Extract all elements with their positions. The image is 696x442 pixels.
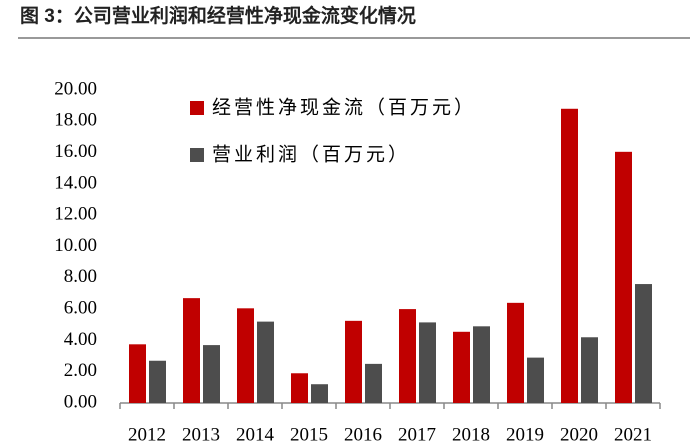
y-tick-label: 20.00 [54,78,97,99]
x-tick-label: 2020 [560,424,598,442]
bar [507,302,524,403]
bar [203,345,220,403]
bar [561,108,578,403]
bar [129,344,146,403]
bar [527,357,544,403]
x-tick-label: 2012 [128,424,166,442]
bar [183,298,200,403]
y-tick-label: 14.00 [54,172,97,193]
legend-label: 营业利润（百万元） [212,144,410,166]
y-tick-label: 0.00 [64,391,97,412]
bar [291,373,308,403]
x-tick-label: 2019 [506,424,544,442]
chart-title: 图 3：公司营业利润和经营性净现金流变化情况 [20,4,416,27]
y-tick-label: 2.00 [64,360,97,381]
bar [399,309,416,403]
legend-label: 经营性净现金流（百万元） [212,97,476,119]
bar [581,337,598,403]
bar [237,308,254,403]
y-tick-label: 4.00 [64,329,97,350]
x-tick-label: 2017 [398,424,436,442]
y-tick-label: 16.00 [54,141,97,162]
bar [635,284,652,403]
bar [365,363,382,403]
x-tick-label: 2013 [182,424,220,442]
y-tick-label: 18.00 [54,110,97,131]
y-tick-label: 6.00 [64,297,97,318]
x-tick-label: 2016 [344,424,382,442]
bar [345,320,362,403]
y-tick-label: 10.00 [54,235,97,256]
x-tick-label: 2018 [452,424,490,442]
bar [257,321,274,403]
y-tick-label: 8.00 [64,266,97,287]
bar [311,384,328,403]
x-tick-label: 2014 [236,424,275,442]
legend-swatch [190,101,204,115]
x-tick-label: 2015 [290,424,328,442]
legend-swatch [190,148,204,162]
y-tick-label: 12.00 [54,204,97,225]
bar [149,360,166,403]
bar [615,151,632,403]
x-tick-label: 2021 [614,424,652,442]
bar [453,331,470,403]
bar [419,322,436,403]
bar [473,326,490,403]
